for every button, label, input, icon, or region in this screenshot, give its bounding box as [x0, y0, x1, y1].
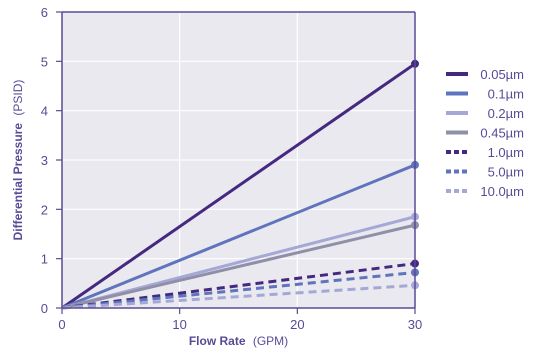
x-tick-label: 30	[408, 317, 422, 332]
y-axis-title: Differential Pressure (PSID)	[11, 80, 25, 241]
x-axis-title-bold: Flow Rate	[189, 334, 246, 348]
y-tick-label: 0	[41, 301, 48, 316]
legend-label-3: 0.45µm	[480, 126, 524, 141]
series-line-3	[61, 223, 416, 310]
tick-labels: 0 1 2 3 4 5 6 0 10 20 30	[41, 5, 422, 332]
y-tick-label: 3	[41, 153, 48, 168]
y-tick-label: 1	[41, 252, 48, 267]
legend: 0.05µm 0.1µm 0.2µm 0.45µm 1.0µm 5.0µm 10.0µm	[446, 67, 524, 199]
series-line-1	[61, 163, 416, 310]
x-axis-title-unit: (GPM)	[253, 334, 288, 348]
y-tick-label: 2	[41, 202, 48, 217]
legend-label-5: 5.0µm	[488, 165, 524, 180]
y-tick-label: 4	[41, 104, 48, 119]
y-tick-label: 5	[41, 54, 48, 69]
x-tick-label: 0	[58, 317, 65, 332]
series-line-5	[61, 270, 416, 310]
series-line-0	[61, 62, 416, 310]
legend-label-1: 0.1µm	[488, 87, 524, 102]
x-tick-label: 20	[290, 317, 304, 332]
legend-label-2: 0.2µm	[488, 106, 524, 121]
series-lines	[61, 59, 419, 310]
legend-label-0: 0.05µm	[480, 67, 524, 82]
series-line-6	[61, 283, 416, 310]
y-tick-label: 6	[41, 5, 48, 20]
legend-label-6: 10.0µm	[480, 184, 524, 199]
x-axis-title: Flow Rate (GPM)	[189, 334, 288, 348]
grid-lines	[62, 12, 415, 308]
y-axis-title-unit: (PSID)	[11, 80, 25, 116]
legend-label-4: 1.0µm	[488, 145, 524, 160]
y-axis-title-bold: Differential Pressure	[11, 123, 25, 241]
x-tick-label: 10	[172, 317, 186, 332]
